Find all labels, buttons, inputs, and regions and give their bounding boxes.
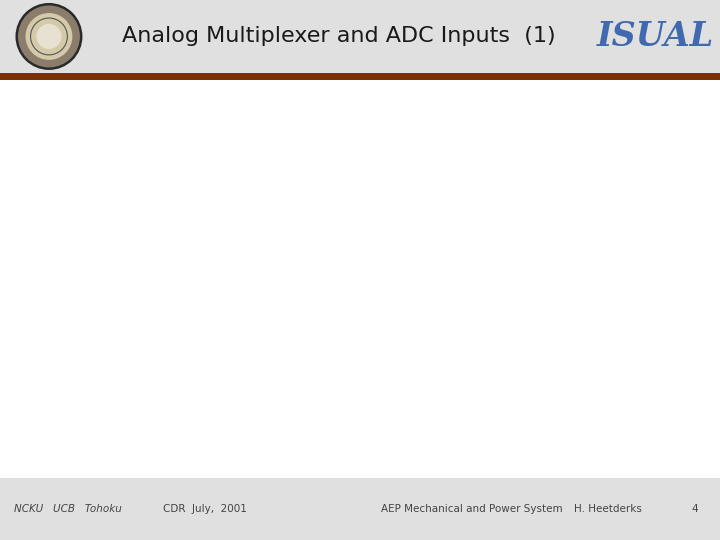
Ellipse shape bbox=[18, 5, 80, 68]
Text: AEP Mechanical and Power System: AEP Mechanical and Power System bbox=[381, 504, 562, 514]
Ellipse shape bbox=[25, 13, 73, 60]
Text: H. Heetderks: H. Heetderks bbox=[575, 504, 642, 514]
Text: ISUAL: ISUAL bbox=[597, 20, 714, 53]
Ellipse shape bbox=[37, 24, 61, 49]
Bar bbox=[0, 0, 720, 73]
Text: Analog Multiplexer and ADC Inputs  (1): Analog Multiplexer and ADC Inputs (1) bbox=[122, 26, 555, 46]
Bar bbox=[0, 478, 720, 540]
Text: NCKU   UCB   Tohoku: NCKU UCB Tohoku bbox=[14, 504, 122, 514]
Bar bbox=[0, 80, 720, 478]
Ellipse shape bbox=[16, 3, 82, 70]
Text: 4: 4 bbox=[691, 504, 698, 514]
Text: CDR  July,  2001: CDR July, 2001 bbox=[163, 504, 247, 514]
Bar bbox=[0, 73, 720, 80]
